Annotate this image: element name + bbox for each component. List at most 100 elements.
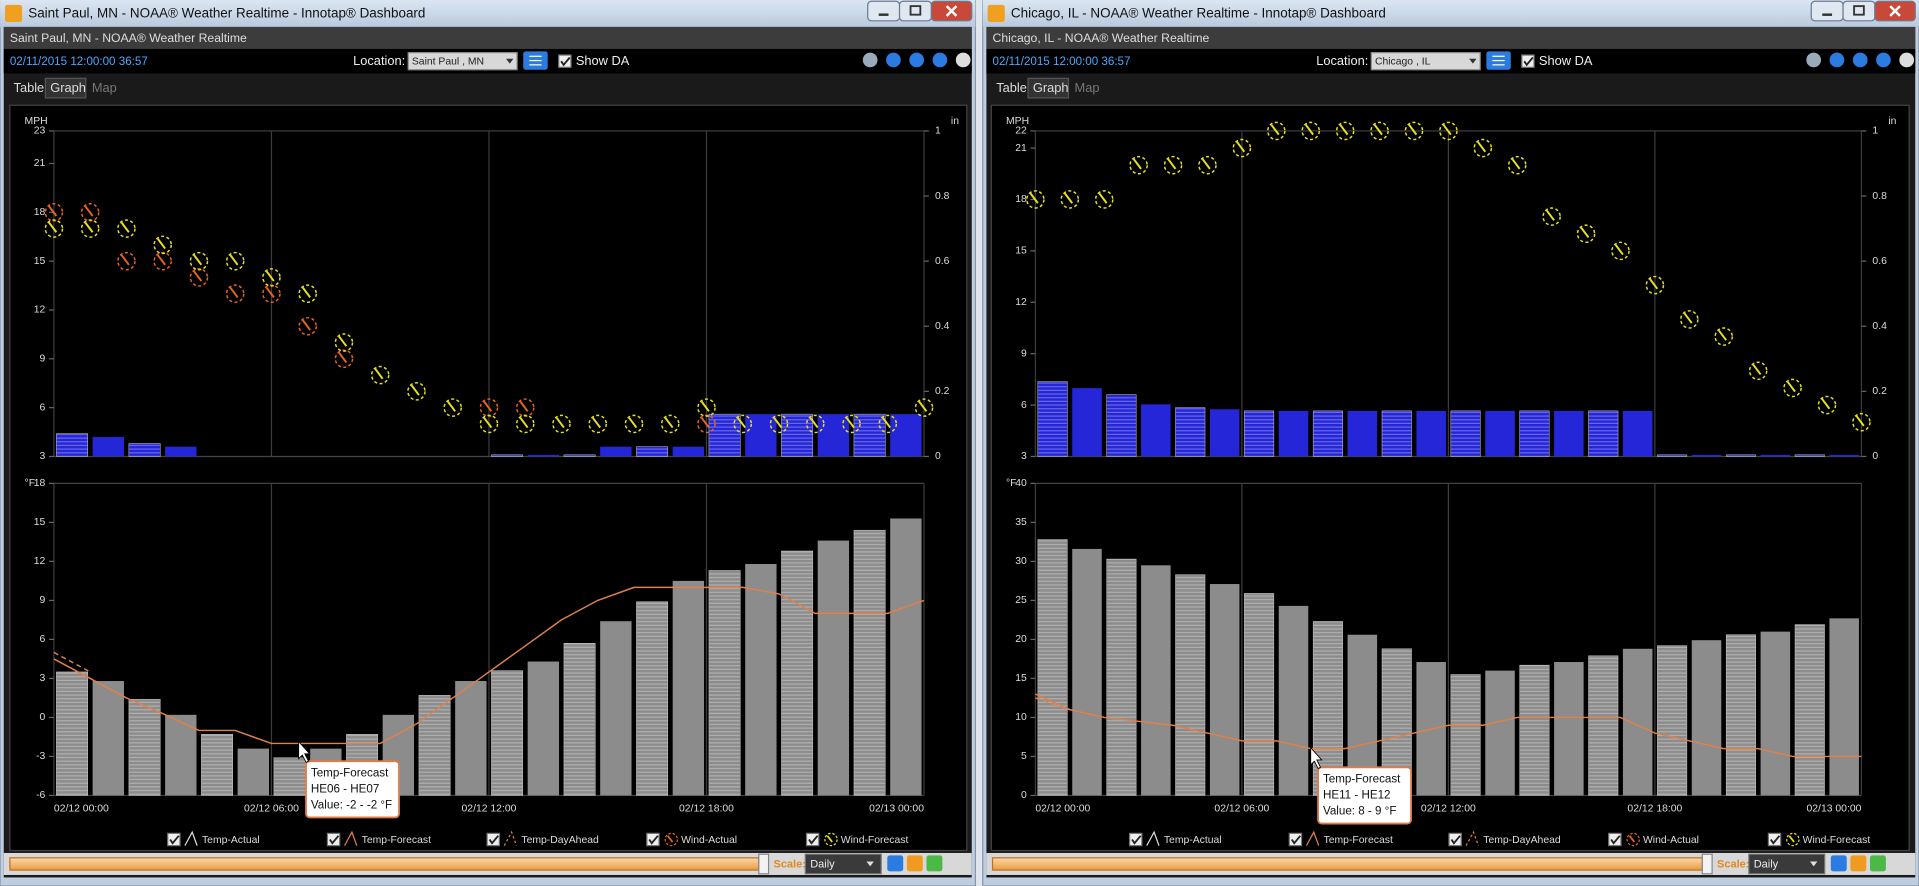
toolbar-icon[interactable]: [1876, 52, 1891, 68]
scale-dropdown[interactable]: [804, 853, 882, 875]
app-icon: [987, 4, 1005, 23]
wind-arrow: [84, 205, 94, 217]
toolbar-icon[interactable]: [932, 52, 948, 68]
wind-marker: [153, 251, 172, 271]
wind-arrow: [1821, 398, 1831, 410]
toolbar-icon[interactable]: [862, 52, 878, 68]
tab[interactable]: Map: [92, 80, 117, 95]
legend-checkbox[interactable]: [1448, 832, 1462, 847]
legend-checkbox[interactable]: [486, 832, 500, 847]
slider-handle[interactable]: [758, 853, 770, 875]
wind-ring: [588, 414, 608, 434]
wind-ring: [1335, 121, 1355, 141]
location-dropdown[interactable]: [407, 52, 518, 71]
scale-label: Scale:: [773, 858, 805, 870]
y2-tick-label: 0.4: [935, 321, 950, 332]
bottom-icon[interactable]: [1850, 855, 1867, 872]
tab[interactable]: Graph: [1033, 80, 1069, 95]
wind-marker: [407, 382, 426, 401]
wind-ring: [1198, 155, 1217, 175]
bottom-icon[interactable]: [906, 855, 923, 872]
legend-checkbox[interactable]: [1128, 832, 1143, 847]
precip-bar: [1072, 388, 1102, 457]
check-glyph: [169, 835, 180, 845]
wind-marker: [1370, 121, 1389, 141]
temp-bar: [1450, 674, 1481, 796]
wind-arrow: [302, 319, 311, 331]
wind-ring: [1301, 121, 1321, 141]
wind-arrow: [700, 417, 710, 429]
wind-ring: [1576, 224, 1596, 244]
tab[interactable]: Table: [996, 80, 1027, 95]
temp-bar: [636, 601, 669, 796]
slider-handle[interactable]: [1701, 853, 1713, 875]
scale-value[interactable]: Daily: [1754, 858, 1779, 870]
temp-bar: [708, 570, 741, 796]
y-tick-label: 20: [1015, 634, 1027, 645]
legend-icon: [1788, 835, 1795, 843]
y-tick-label: 15: [34, 517, 46, 528]
location-value[interactable]: Saint Paul , MN: [412, 57, 484, 68]
toolbar-icon[interactable]: [909, 52, 925, 68]
legend-checkbox[interactable]: [326, 832, 341, 847]
temp-bar: [1794, 624, 1825, 796]
y-tick-label: 25: [1015, 595, 1027, 606]
location-value[interactable]: Chicago , IL: [1375, 57, 1431, 68]
wind-ring: [1473, 138, 1493, 158]
toolbar-icon[interactable]: [886, 52, 901, 68]
toolbar-icon[interactable]: [1806, 52, 1822, 68]
wind-arrow: [157, 238, 166, 250]
maximize-button[interactable]: [898, 0, 932, 22]
wind-arrow: [1270, 124, 1280, 136]
legend-checkbox[interactable]: [1288, 832, 1303, 847]
wind-marker: [1439, 121, 1458, 141]
maximize-button[interactable]: [1842, 0, 1876, 22]
tab[interactable]: Graph: [50, 80, 86, 95]
tooltip-line: Value: -2 - -2 °F: [311, 798, 392, 811]
wind-arrow: [1511, 158, 1521, 170]
location-label: Location:: [1316, 53, 1368, 68]
wind-arrow: [700, 400, 710, 412]
minimize-button[interactable]: [867, 0, 901, 22]
toolbar-icon[interactable]: [1829, 52, 1845, 68]
tab-selected: [1027, 77, 1070, 99]
legend-checkbox[interactable]: [646, 832, 660, 847]
bottom-icon[interactable]: [926, 855, 943, 872]
show-da-checkbox[interactable]: [1521, 54, 1535, 68]
wind-ring: [153, 251, 172, 271]
mouse-cursor: [298, 740, 311, 763]
time-slider[interactable]: [9, 857, 760, 871]
bottom-icon[interactable]: [887, 855, 904, 872]
legend-icon: [1628, 835, 1636, 843]
precip-bar: [1244, 410, 1275, 457]
wind-marker: [1852, 412, 1871, 432]
legend-checkbox[interactable]: [167, 832, 181, 847]
wind-ring: [1817, 395, 1837, 415]
toolbar-icon[interactable]: [1899, 52, 1915, 68]
tab[interactable]: Map: [1075, 80, 1100, 95]
wind-arrow: [519, 400, 529, 412]
bottom-icon[interactable]: [1869, 855, 1886, 872]
scale-value[interactable]: Daily: [810, 858, 835, 870]
minimize-button[interactable]: [1810, 0, 1844, 22]
scale-dropdown[interactable]: [1748, 853, 1826, 875]
location-dropdown[interactable]: [1370, 52, 1481, 71]
legend-checkbox[interactable]: [1608, 832, 1622, 847]
precip-bar: [1106, 394, 1137, 457]
y-tick-label: 12: [34, 305, 46, 316]
wind-marker: [1680, 310, 1699, 329]
wind-arrow: [882, 417, 891, 429]
show-da-checkbox[interactable]: [558, 54, 572, 68]
x-tick-label: 02/12 06:00: [244, 804, 299, 815]
legend-checkbox[interactable]: [805, 832, 820, 847]
temp-bar: [1244, 593, 1275, 796]
wind-arrow: [229, 254, 239, 266]
bottom-icon[interactable]: [1830, 855, 1847, 872]
wind-marker: [225, 251, 245, 271]
legend-checkbox[interactable]: [1767, 832, 1782, 847]
toolbar-icon[interactable]: [955, 52, 971, 68]
temp-bar: [1175, 574, 1206, 796]
toolbar-icon[interactable]: [1852, 52, 1868, 68]
tab[interactable]: Table: [14, 80, 45, 95]
time-slider[interactable]: [991, 857, 1703, 871]
